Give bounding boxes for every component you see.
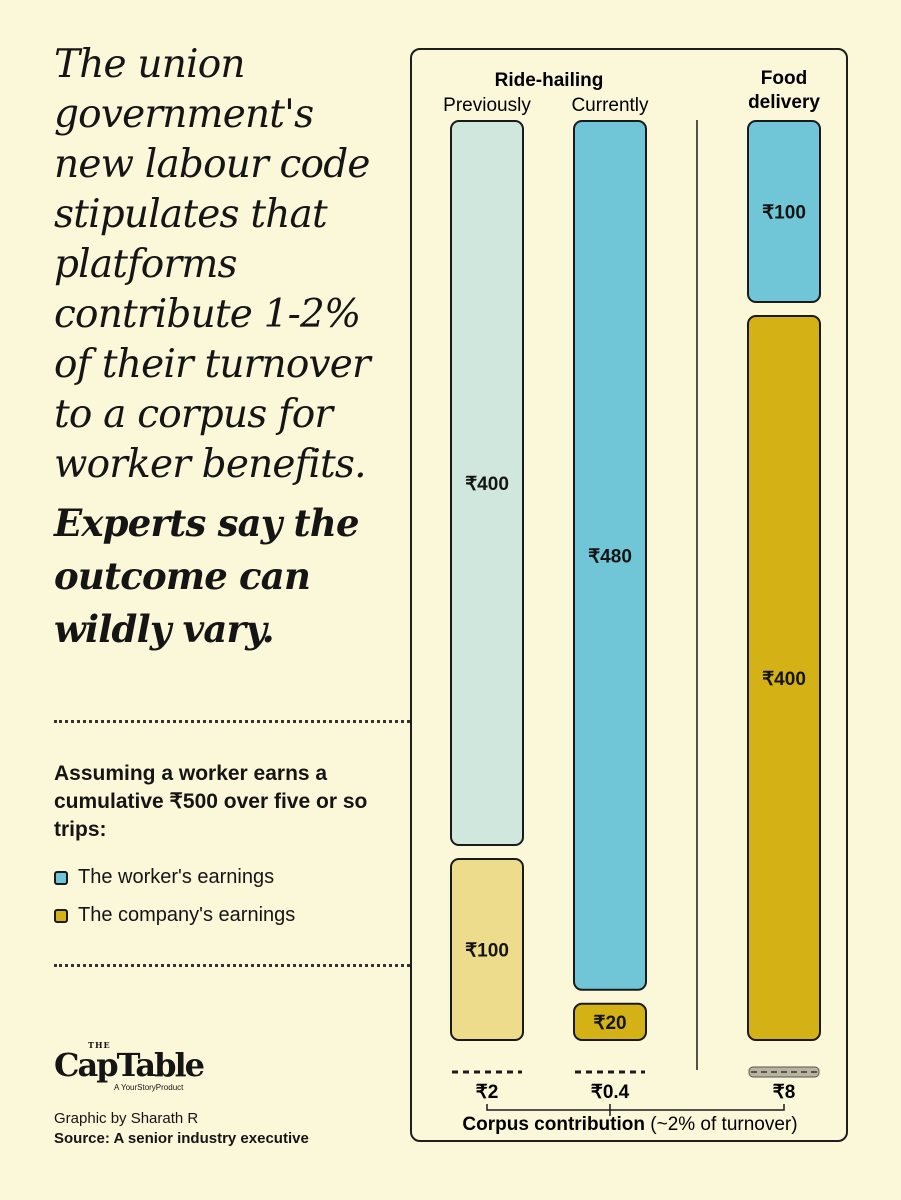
label-worker-prev: ₹400 (465, 474, 509, 495)
label-worker-food: ₹100 (762, 203, 806, 224)
label-company-food: ₹400 (762, 669, 806, 690)
group-label-ride-hailing: Ride-hailing (495, 70, 604, 91)
logo-name: CapTable (54, 1046, 205, 1084)
legend-swatch-company (54, 908, 68, 923)
bar-company-food (747, 315, 821, 1041)
assumption-text: Assuming a worker earns a cumulative ₹50… (54, 762, 368, 841)
label-company-curr: ₹20 (593, 1013, 626, 1034)
category-label-currently: Currently (571, 95, 649, 116)
headline: The union government's new labour code s… (54, 42, 371, 487)
corpus-value-food: ₹8 (773, 1082, 796, 1103)
legend-label-company: The company's earnings (78, 904, 296, 926)
bar-worker-curr (573, 120, 647, 991)
corpus-value-prev: ₹2 (476, 1082, 499, 1103)
group-label-delivery: delivery (748, 92, 820, 113)
category-label-previously: Previously (443, 95, 531, 116)
bar-worker-food (747, 120, 821, 303)
graphic-credit: Graphic by Sharath R (54, 1110, 199, 1127)
dotted-divider-bottom (54, 964, 410, 967)
label-company-prev: ₹100 (465, 941, 509, 962)
legend-swatch-worker (54, 870, 68, 885)
legend-label-worker: The worker's earnings (78, 866, 275, 888)
logo-the: THE (88, 1040, 111, 1050)
legend-item-company: The company's earnings (54, 904, 295, 927)
source-note: Source: A senior industry executive (54, 1130, 309, 1147)
corpus-title: Corpus contribution (~2% of turnover) (462, 1114, 797, 1135)
corpus-title-note: (~2% of turnover) (650, 1114, 797, 1135)
dotted-divider-top (54, 720, 410, 723)
logo-tagline: A YourStoryProduct (114, 1083, 184, 1092)
group-label-food: Food (761, 68, 807, 89)
bar-company-curr (573, 1002, 647, 1041)
corpus-value-curr: ₹0.4 (591, 1082, 630, 1103)
headline-emphasis: Experts say the outcome can wildly vary. (54, 501, 359, 651)
bar-worker-prev (450, 120, 524, 846)
corpus-title-main: Corpus contribution (462, 1114, 650, 1135)
label-worker-curr: ₹480 (588, 546, 632, 567)
corpus-bracket (486, 1104, 785, 1116)
legend-item-worker: The worker's earnings (54, 866, 274, 889)
bar-company-prev (450, 858, 524, 1041)
